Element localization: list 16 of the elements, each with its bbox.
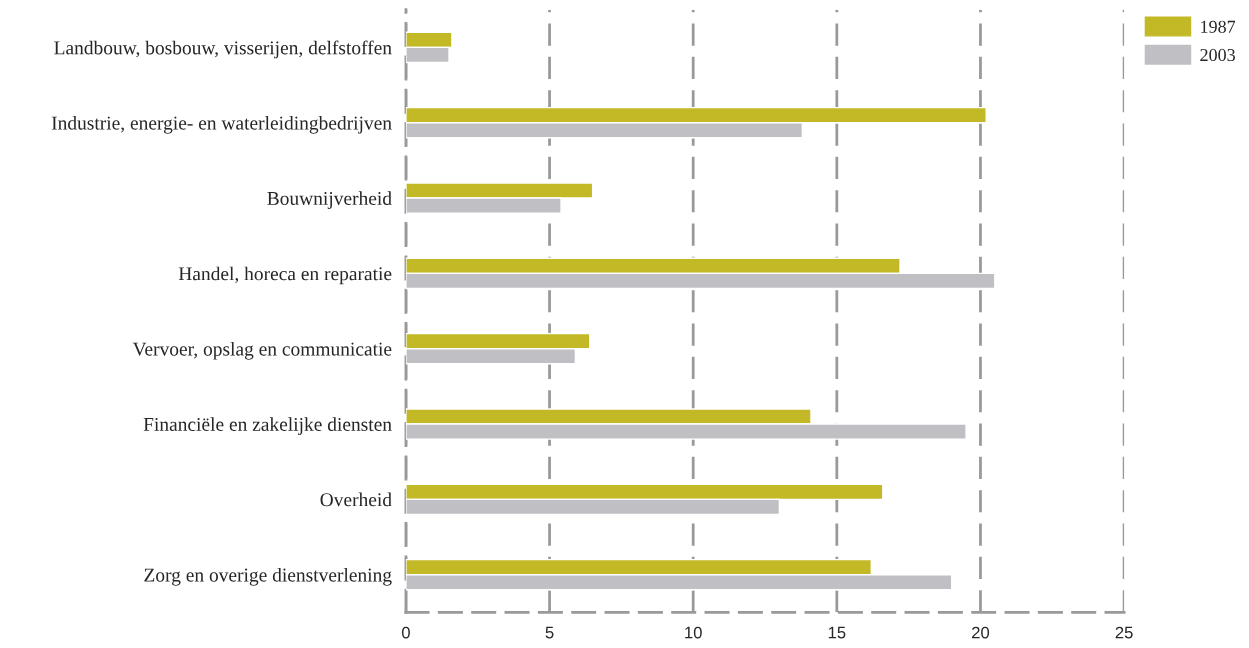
y-tick-label: Handel, horeca en reparatie [178, 266, 392, 285]
x-tick-label: 25 [1115, 626, 1133, 639]
x-tick-label: 5 [545, 626, 554, 639]
y-tick-label: Overheid [320, 492, 392, 507]
legend-label: 2003 [1200, 48, 1235, 62]
y-tick-label: Landbouw, bosbouw, visserijen, delfstoffen [54, 40, 392, 59]
x-tick-label: 0 [401, 626, 410, 639]
legend-label: 1987 [1201, 20, 1236, 33]
x-tick-label: 20 [972, 626, 990, 639]
x-tick-label: 15 [828, 626, 846, 639]
y-tick-label: Zorg en overige dienstverlening [144, 567, 392, 586]
y-tick-label: Vervoer, opslag en communicatie [132, 341, 392, 360]
y-tick-label: Industrie, energie- en waterleidingbedrijven [51, 115, 392, 134]
y-tick-label: Bouwnijverheid [267, 191, 392, 209]
y-tick-label: Financiële en zakelijke diensten [143, 417, 392, 435]
x-tick-label: 10 [685, 626, 702, 639]
